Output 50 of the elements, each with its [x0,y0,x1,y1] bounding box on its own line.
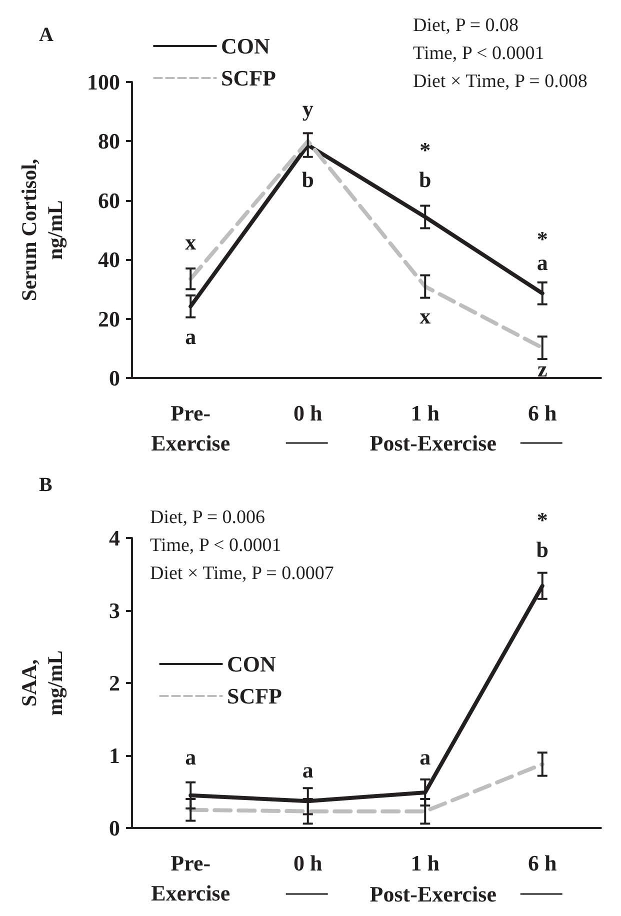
annotation: b [302,167,314,192]
annotation: * [420,138,431,163]
annotation: Diet × Time, P = 0.008 [413,71,588,92]
y-tick-label: 0 [109,816,120,840]
annotation: a [420,744,431,770]
y-axis-title: SAA, mg/mL [17,650,67,716]
x-tick-label: 1 h [410,850,440,876]
legend-label: CON [227,652,276,676]
annotation: a [536,250,548,276]
y-axis-title: Serum Cortisol, ng/mL [17,158,67,302]
text: Diet, P = 0.08 [413,15,519,36]
text: Diet, P = 0.006 [150,507,266,528]
x-tick-label: 1 h [410,400,440,426]
legend-label: SCFP [221,66,276,90]
x-tick-label: Pre- Exercise [151,850,230,906]
annotation: b [536,537,548,562]
y-tick-label: 40 [98,247,120,272]
x-tick-label: 0 h [294,850,322,876]
annotation: z [537,356,548,382]
annotation: Diet × Time, P = 0.0007 [150,563,334,584]
x-axis-title: Post-Exercise [370,882,497,906]
annotation: y [302,96,314,122]
text: * [536,507,548,532]
y-tick-label: 4 [109,526,120,550]
annotation: * [536,226,548,252]
y-tick-label: 3 [109,598,120,623]
x-tick-label: Pre- Exercise [151,400,230,456]
x-tick-label: 6 h [528,850,557,876]
y-tick-label: 0 [109,366,120,390]
y-tick-label: 20 [98,306,120,332]
text: Time, P < 0.0001 [413,43,544,64]
chart-title: A [39,24,54,46]
annotation: a [302,758,314,782]
y-tick-label: 60 [98,188,120,213]
y-tick-label: 80 [98,128,120,154]
annotation: b [419,167,432,192]
annotation: x [185,229,196,254]
legend-label: CON [221,34,270,58]
annotation: a [185,744,196,770]
annotation: Time, P < 0.0001 [150,535,282,556]
y-tick-label: 2 [109,670,120,696]
x-tick-label: 6 h [528,400,557,426]
x-axis-title: Post-Exercise [370,430,497,456]
annotation: a [185,324,196,350]
annotation: x [420,303,431,328]
y-tick-label: 100 [87,70,120,94]
x-tick-label: 0 h [294,400,322,426]
y-tick-label: 1 [109,743,120,768]
chart-title: B [39,474,52,496]
legend-label: SCFP [227,684,282,708]
